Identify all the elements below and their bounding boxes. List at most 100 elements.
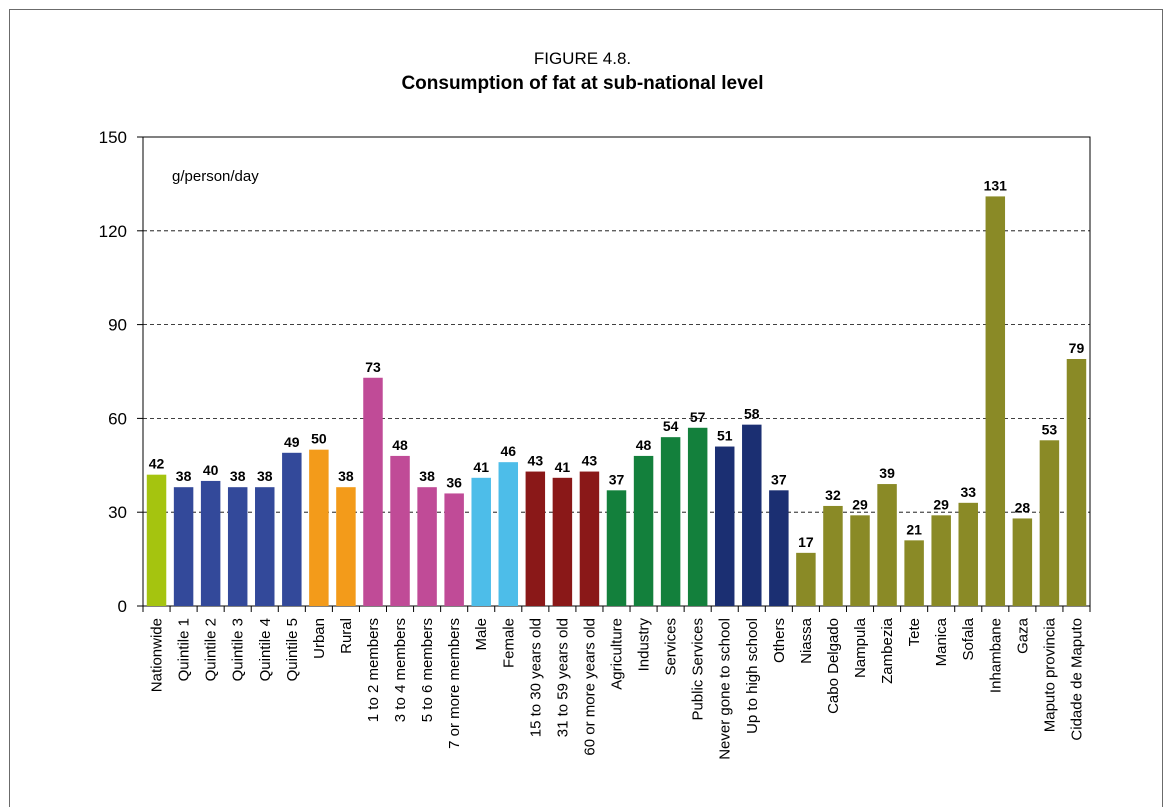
value-labels: 42 38 40 38 38 49 50 38 73 48 38 36 41 46 43 41 43 37 48 54… [149, 177, 1085, 549]
bar-value-label: 48 [392, 437, 408, 453]
bar [255, 487, 275, 606]
bar-value-label: 38 [230, 468, 246, 484]
bar [1039, 440, 1060, 606]
x-category-label: Nampula [852, 617, 869, 678]
bar-value-label: 32 [825, 487, 841, 503]
bar [1012, 518, 1033, 606]
bar [904, 540, 924, 606]
bar-value-label: 33 [960, 484, 976, 500]
bar-value-label: 17 [798, 534, 814, 550]
y-tick-label: 60 [108, 409, 127, 428]
bar-value-label: 37 [609, 471, 625, 487]
bar-value-label: 50 [311, 431, 327, 447]
bar [282, 452, 302, 606]
x-category-label: Female [500, 618, 517, 668]
bar-value-label: 38 [257, 468, 273, 484]
bar-value-label: 38 [338, 468, 354, 484]
x-category-label: Quintile 3 [230, 618, 247, 681]
x-category-label: Male [473, 618, 490, 651]
x-category-label: 15 to 30 years old [527, 618, 544, 737]
x-category-label: 60 or more years old [581, 618, 598, 756]
bar-value-label: 21 [906, 521, 922, 537]
bar-value-label: 37 [771, 471, 787, 487]
x-category-label: 31 to 59 years old [554, 618, 571, 737]
bar [173, 487, 194, 606]
bar [227, 487, 248, 606]
bar-value-label: 29 [933, 496, 949, 512]
x-category-label: Services [663, 618, 680, 676]
x-category-label: Urban [311, 618, 328, 659]
bar-value-label: 41 [473, 459, 489, 475]
x-category-label: Others [771, 618, 788, 663]
bar-value-label: 51 [717, 428, 733, 444]
bar [985, 196, 1006, 606]
bar [850, 515, 870, 606]
y-tick-label: 30 [108, 503, 127, 522]
x-category-label: 1 to 2 members [365, 618, 382, 722]
bar [525, 471, 546, 606]
bar [796, 552, 816, 606]
x-category-label: Quintile 5 [284, 618, 301, 681]
y-tick-label: 120 [99, 222, 127, 241]
bar-value-label: 28 [1015, 499, 1031, 515]
bar-value-label: 46 [500, 443, 516, 459]
x-category-label: Quintile 2 [203, 618, 220, 681]
bar [769, 490, 789, 606]
bar-value-label: 39 [879, 465, 895, 481]
bar-value-label: 49 [284, 434, 300, 450]
x-category-label: Zambezia [879, 617, 896, 684]
bar [660, 437, 681, 606]
bar [633, 455, 654, 606]
y-axis-ticks: 0 30 60 90 120 150 [99, 128, 143, 616]
x-category-label: Sofala [960, 617, 977, 660]
bar-value-label: 43 [582, 453, 598, 469]
y-tick-label: 0 [118, 597, 127, 616]
x-category-label: Tete [906, 618, 923, 646]
bar-value-label: 58 [744, 406, 760, 422]
bar [958, 502, 978, 606]
bar [606, 490, 627, 606]
bar-value-label: 41 [555, 459, 571, 475]
x-category-label: Never gone to school [717, 618, 734, 760]
bar-value-label: 38 [419, 468, 435, 484]
bar [877, 484, 897, 606]
bar [823, 505, 843, 606]
y-tick-label: 90 [108, 316, 127, 335]
figure-label: FIGURE 4.8. [533, 49, 632, 68]
bar-value-label: 42 [149, 456, 165, 472]
bar [1066, 358, 1087, 606]
x-category-label: 3 to 4 members [392, 618, 409, 722]
x-category-label: Cabo Delgado [825, 618, 842, 714]
bar-value-label: 79 [1069, 340, 1085, 356]
bar [687, 427, 708, 606]
y-tick-label: 150 [99, 128, 127, 147]
bar [146, 474, 167, 606]
x-category-label: Up to high school [744, 618, 761, 734]
x-category-label: Public Services [690, 618, 707, 721]
bar [498, 462, 519, 606]
bar-value-label: 43 [528, 453, 544, 469]
bar [309, 449, 329, 606]
bar-value-label: 29 [852, 496, 868, 512]
figure-title: Consumption of fat at sub-national level [401, 73, 764, 94]
x-category-label: Nationwide [149, 618, 166, 692]
bar-value-label: 38 [176, 468, 192, 484]
bar [200, 480, 221, 606]
x-category-label: Niassa [798, 617, 815, 664]
bar-value-label: 40 [203, 462, 219, 478]
bar [471, 477, 491, 606]
bar [552, 477, 573, 606]
x-category-label: Cidade de Maputo [1068, 618, 1085, 741]
bar-value-label: 36 [446, 474, 462, 490]
x-category-label: Gaza [1014, 617, 1031, 654]
bar [579, 471, 600, 606]
x-category-label: Rural [338, 618, 355, 654]
x-category-label: Agriculture [609, 618, 626, 690]
bar-value-label: 54 [663, 418, 679, 434]
x-category-label: Inhambane [987, 618, 1004, 693]
x-category-label: Quintile 4 [257, 618, 274, 681]
bar-value-label: 73 [365, 359, 381, 375]
x-category-label: Maputo provincia [1041, 617, 1058, 732]
x-category-label: 5 to 6 members [419, 618, 436, 722]
